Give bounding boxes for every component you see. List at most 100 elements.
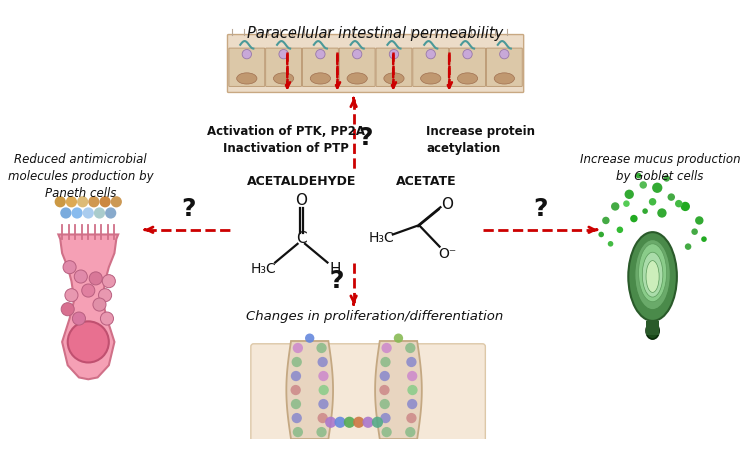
Text: Increase protein
acetylation: Increase protein acetylation xyxy=(427,125,536,155)
Circle shape xyxy=(692,228,698,235)
Text: ?: ? xyxy=(358,126,373,150)
Circle shape xyxy=(611,202,620,211)
Circle shape xyxy=(316,427,327,437)
Circle shape xyxy=(463,49,472,59)
Circle shape xyxy=(65,289,78,302)
Circle shape xyxy=(60,207,71,218)
Ellipse shape xyxy=(494,73,514,84)
Circle shape xyxy=(380,413,391,423)
Circle shape xyxy=(82,207,94,218)
Ellipse shape xyxy=(628,232,677,321)
Circle shape xyxy=(382,427,392,437)
Circle shape xyxy=(701,237,706,242)
Circle shape xyxy=(685,243,692,250)
Circle shape xyxy=(500,49,509,59)
Circle shape xyxy=(74,270,87,283)
Circle shape xyxy=(362,417,374,428)
Circle shape xyxy=(675,200,682,207)
Circle shape xyxy=(316,343,327,353)
Ellipse shape xyxy=(237,73,257,84)
Circle shape xyxy=(279,49,288,59)
Ellipse shape xyxy=(646,261,659,292)
Circle shape xyxy=(636,173,641,178)
Circle shape xyxy=(242,49,251,59)
Circle shape xyxy=(630,215,638,222)
Circle shape xyxy=(616,227,623,233)
Circle shape xyxy=(608,241,613,247)
Circle shape xyxy=(290,385,301,395)
Circle shape xyxy=(318,399,328,409)
Circle shape xyxy=(695,216,703,225)
Circle shape xyxy=(352,49,362,59)
FancyBboxPatch shape xyxy=(487,48,522,86)
Circle shape xyxy=(602,217,610,224)
Circle shape xyxy=(406,357,416,367)
Circle shape xyxy=(334,417,346,428)
Ellipse shape xyxy=(642,252,663,297)
Ellipse shape xyxy=(634,240,670,310)
Circle shape xyxy=(405,343,416,353)
Circle shape xyxy=(380,357,391,367)
Ellipse shape xyxy=(638,244,667,302)
Circle shape xyxy=(407,385,418,395)
Circle shape xyxy=(317,413,328,423)
Circle shape xyxy=(623,200,630,207)
Circle shape xyxy=(389,49,399,59)
Circle shape xyxy=(344,417,355,428)
Circle shape xyxy=(426,49,436,59)
Text: ?: ? xyxy=(533,197,548,221)
Circle shape xyxy=(291,371,301,381)
Ellipse shape xyxy=(347,73,368,84)
Circle shape xyxy=(663,175,670,182)
Circle shape xyxy=(642,208,648,214)
Circle shape xyxy=(668,193,675,201)
FancyBboxPatch shape xyxy=(229,48,265,86)
Circle shape xyxy=(405,427,416,437)
Circle shape xyxy=(406,413,416,423)
Circle shape xyxy=(407,371,417,381)
FancyBboxPatch shape xyxy=(266,48,302,86)
Text: ACETATE: ACETATE xyxy=(396,175,457,188)
Text: Paracellular intestinal permeability: Paracellular intestinal permeability xyxy=(247,26,503,41)
FancyBboxPatch shape xyxy=(251,344,485,443)
Circle shape xyxy=(62,303,74,316)
Circle shape xyxy=(77,196,88,207)
Circle shape xyxy=(649,198,656,206)
Circle shape xyxy=(105,207,116,218)
FancyBboxPatch shape xyxy=(376,48,412,86)
FancyBboxPatch shape xyxy=(413,48,448,86)
Text: H₃C: H₃C xyxy=(369,231,394,245)
Polygon shape xyxy=(286,341,333,439)
Text: ?: ? xyxy=(181,197,196,221)
Circle shape xyxy=(100,196,111,207)
Circle shape xyxy=(380,399,390,409)
Circle shape xyxy=(640,181,647,189)
Circle shape xyxy=(88,196,100,207)
Circle shape xyxy=(98,289,112,302)
Circle shape xyxy=(316,49,325,59)
Text: Reduced antimicrobial
molecules production by
Paneth cells: Reduced antimicrobial molecules producti… xyxy=(8,153,154,200)
Circle shape xyxy=(55,196,66,207)
Polygon shape xyxy=(58,234,118,379)
Circle shape xyxy=(82,284,94,297)
Text: C: C xyxy=(296,231,307,246)
Circle shape xyxy=(63,261,76,274)
Circle shape xyxy=(380,385,389,395)
Text: O: O xyxy=(296,193,307,208)
Circle shape xyxy=(380,371,390,381)
FancyBboxPatch shape xyxy=(646,321,659,336)
Circle shape xyxy=(93,298,106,311)
Ellipse shape xyxy=(384,73,404,84)
Circle shape xyxy=(318,371,328,381)
Text: Changes in proliferation/differentiation: Changes in proliferation/differentiation xyxy=(247,310,504,323)
Circle shape xyxy=(382,343,392,353)
Circle shape xyxy=(319,385,328,395)
Circle shape xyxy=(598,232,604,237)
Circle shape xyxy=(292,413,302,423)
Circle shape xyxy=(372,417,383,428)
Circle shape xyxy=(680,202,690,211)
Polygon shape xyxy=(375,341,422,439)
Circle shape xyxy=(111,196,122,207)
Circle shape xyxy=(94,207,105,218)
Circle shape xyxy=(71,207,82,218)
